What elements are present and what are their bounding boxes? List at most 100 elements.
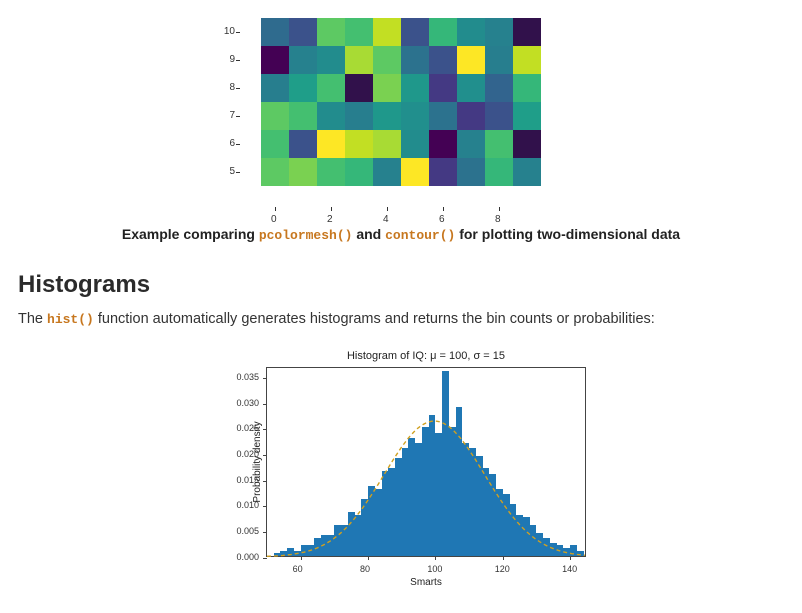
caption-text-mid: and bbox=[356, 226, 385, 242]
histogram-bar bbox=[530, 525, 537, 556]
heatmap-cell bbox=[345, 158, 373, 186]
histograms-paragraph: The hist() function automatically genera… bbox=[18, 309, 784, 331]
histogram-bar bbox=[328, 535, 335, 556]
code-hist[interactable]: hist() bbox=[47, 312, 94, 327]
histogram-bar bbox=[375, 489, 382, 556]
histogram-bar bbox=[361, 499, 368, 555]
heatmap-cell bbox=[289, 158, 317, 186]
heatmap-xtick-label: 0 bbox=[271, 214, 277, 225]
histogram-ytick-label: 0.010 bbox=[233, 500, 259, 510]
histogram-bar bbox=[536, 533, 543, 556]
heatmap-plot-area: 1098765 02468 bbox=[261, 18, 541, 186]
heatmap-cell bbox=[373, 158, 401, 186]
heatmap-ytick-label: 9 bbox=[229, 54, 235, 65]
histogram-bar bbox=[287, 548, 294, 556]
heatmap-cell bbox=[289, 18, 317, 46]
histogram-bar bbox=[577, 551, 584, 556]
histogram-bar bbox=[489, 474, 496, 556]
heatmap-cell bbox=[513, 102, 541, 130]
heatmap-cell bbox=[261, 102, 289, 130]
heatmap-cell bbox=[289, 130, 317, 158]
histogram-bar bbox=[341, 525, 348, 556]
heatmap-cell bbox=[485, 158, 513, 186]
histogram-ytick-label: 0.005 bbox=[233, 526, 259, 536]
heatmap-cell bbox=[429, 74, 457, 102]
histogram-xtick-label: 100 bbox=[427, 564, 442, 574]
histogram-bar bbox=[462, 443, 469, 556]
histogram-bar bbox=[456, 407, 463, 556]
histogram-bar bbox=[563, 548, 570, 556]
heatmap-ytick-label: 8 bbox=[229, 82, 235, 93]
histogram-bar bbox=[469, 448, 476, 556]
histogram-bar bbox=[368, 486, 375, 555]
heatmap-cell bbox=[345, 18, 373, 46]
histogram-ytick-label: 0.020 bbox=[233, 449, 259, 459]
histogram-bar bbox=[395, 458, 402, 556]
heatmap-ytick-label: 5 bbox=[229, 166, 235, 177]
heatmap-cell bbox=[457, 74, 485, 102]
heatmap-cell bbox=[373, 46, 401, 74]
heatmap-cell bbox=[457, 158, 485, 186]
histogram-bar bbox=[355, 515, 362, 556]
histogram-bar bbox=[510, 504, 517, 555]
heatmap-cell bbox=[401, 130, 429, 158]
heatmap-cell bbox=[513, 18, 541, 46]
histogram-bar bbox=[280, 551, 287, 556]
code-contour[interactable]: contour() bbox=[385, 228, 455, 243]
histogram-bar bbox=[442, 371, 449, 556]
heatmap-cell bbox=[373, 130, 401, 158]
histogram-xtick-label: 120 bbox=[495, 564, 510, 574]
histogram-xtick-label: 80 bbox=[360, 564, 370, 574]
histogram-bar bbox=[449, 427, 456, 555]
heatmap-cell bbox=[345, 46, 373, 74]
heatmap-figure: 1098765 02468 bbox=[18, 18, 784, 186]
histogram-figure: Histogram of IQ: μ = 100, σ = 15 Probabi… bbox=[18, 345, 784, 593]
histogram-bar bbox=[496, 489, 503, 556]
code-pcolormesh[interactable]: pcolormesh() bbox=[259, 228, 353, 243]
histogram-bar bbox=[523, 517, 530, 556]
histogram-title: Histogram of IQ: μ = 100, σ = 15 bbox=[267, 350, 585, 362]
histogram-bar bbox=[402, 448, 409, 556]
heatmap-xtick-label: 2 bbox=[327, 214, 333, 225]
histogram-ytick-label: 0.025 bbox=[233, 423, 259, 433]
para-prefix: The bbox=[18, 311, 47, 327]
caption-text-prefix: Example comparing bbox=[122, 226, 259, 242]
histogram-bar bbox=[321, 535, 328, 556]
heatmap-cell bbox=[485, 130, 513, 158]
heatmap-cell bbox=[513, 74, 541, 102]
caption-text-suffix: for plotting two-dimensional data bbox=[459, 226, 680, 242]
histogram-bar bbox=[307, 545, 314, 555]
heatmap-xtick-label: 8 bbox=[495, 214, 501, 225]
heatmap-cell bbox=[289, 46, 317, 74]
heatmap-cell bbox=[429, 46, 457, 74]
histogram-bar bbox=[294, 551, 301, 556]
heatmap-xtick-label: 6 bbox=[439, 214, 445, 225]
histogram-bar bbox=[550, 543, 557, 556]
heatmap-cell bbox=[261, 158, 289, 186]
histogram-bar bbox=[334, 525, 341, 556]
heatmap-cell bbox=[457, 46, 485, 74]
histogram-bar bbox=[301, 545, 308, 555]
heatmap-cell bbox=[429, 158, 457, 186]
histogram-bars bbox=[267, 368, 585, 556]
histogram-ytick-label: 0.015 bbox=[233, 475, 259, 485]
heatmap-cell bbox=[457, 130, 485, 158]
page-root: 1098765 02468 Example comparing pcolorme… bbox=[0, 18, 802, 613]
heatmap-cell bbox=[289, 102, 317, 130]
histogram-ytick-label: 0.035 bbox=[233, 372, 259, 382]
histogram-bar bbox=[557, 545, 564, 555]
heatmap-cell bbox=[485, 74, 513, 102]
section-heading-histograms: Histograms bbox=[18, 271, 784, 299]
heatmap-cell bbox=[345, 74, 373, 102]
heatmap-cell bbox=[513, 46, 541, 74]
para-suffix: function automatically generates histogr… bbox=[94, 311, 655, 327]
histogram-bar bbox=[543, 538, 550, 556]
heatmap-cell bbox=[261, 18, 289, 46]
heatmap-cell bbox=[289, 74, 317, 102]
histogram-bar bbox=[429, 415, 436, 556]
histogram-bar bbox=[408, 438, 415, 556]
heatmap-cell bbox=[457, 18, 485, 46]
heatmap-cell bbox=[317, 102, 345, 130]
histogram-bar bbox=[388, 468, 395, 555]
heatmap-ytick-label: 6 bbox=[229, 138, 235, 149]
